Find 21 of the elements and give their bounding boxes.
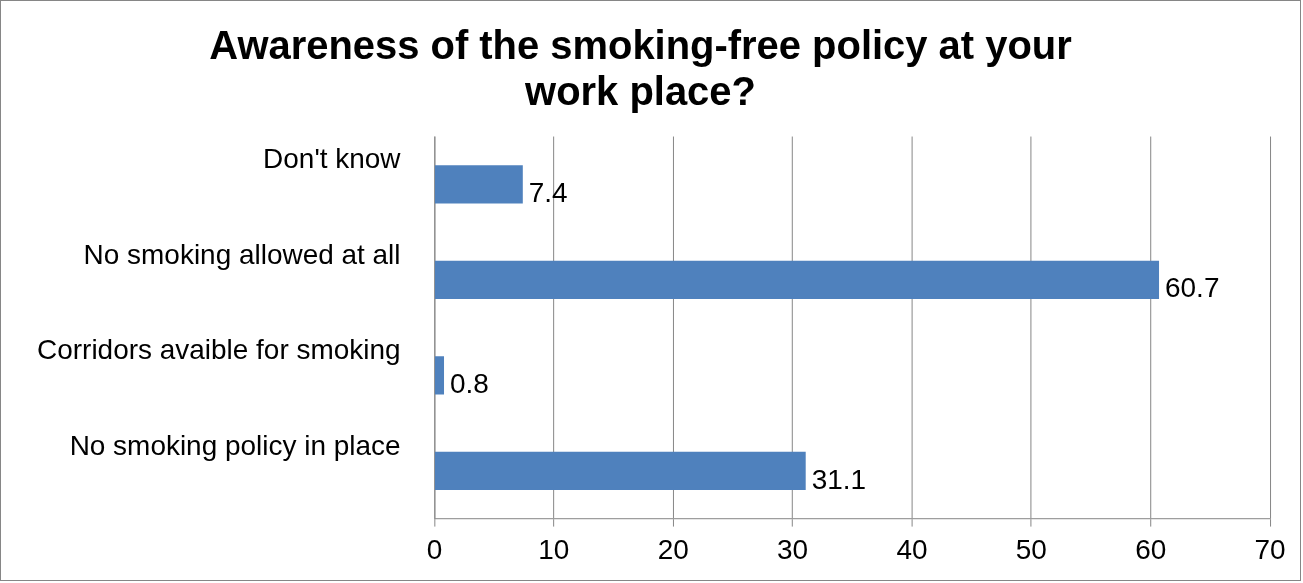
x-tick-label: 0 — [426, 534, 443, 565]
bar — [434, 451, 806, 490]
data-label: 60.7 — [1165, 272, 1220, 304]
x-tick-label: 20 — [657, 534, 689, 565]
data-label: 31.1 — [811, 463, 867, 495]
x-tick-label: 10 — [538, 534, 570, 565]
y-tick-label: No smoking policy in place — [69, 429, 401, 461]
chart-title: Awareness of the smoking-free policy at your work place? — [209, 22, 1072, 113]
data-label: 7.4 — [528, 176, 568, 208]
data-label: 0.8 — [450, 368, 489, 399]
x-tick-label: 40 — [896, 534, 928, 565]
bar — [434, 356, 445, 395]
x-tick-label: 50 — [1015, 534, 1047, 565]
x-tick-label: 70 — [1254, 534, 1286, 565]
x-tick-label: 60 — [1135, 534, 1167, 565]
bar — [434, 165, 523, 204]
y-tick-label: No smoking allowed at all — [83, 238, 401, 270]
x-tick-label: 30 — [777, 534, 809, 565]
y-tick-label: Don't know — [263, 143, 402, 175]
bar — [434, 260, 1160, 299]
y-tick-label: Corridors avaible for smoking — [37, 334, 401, 366]
